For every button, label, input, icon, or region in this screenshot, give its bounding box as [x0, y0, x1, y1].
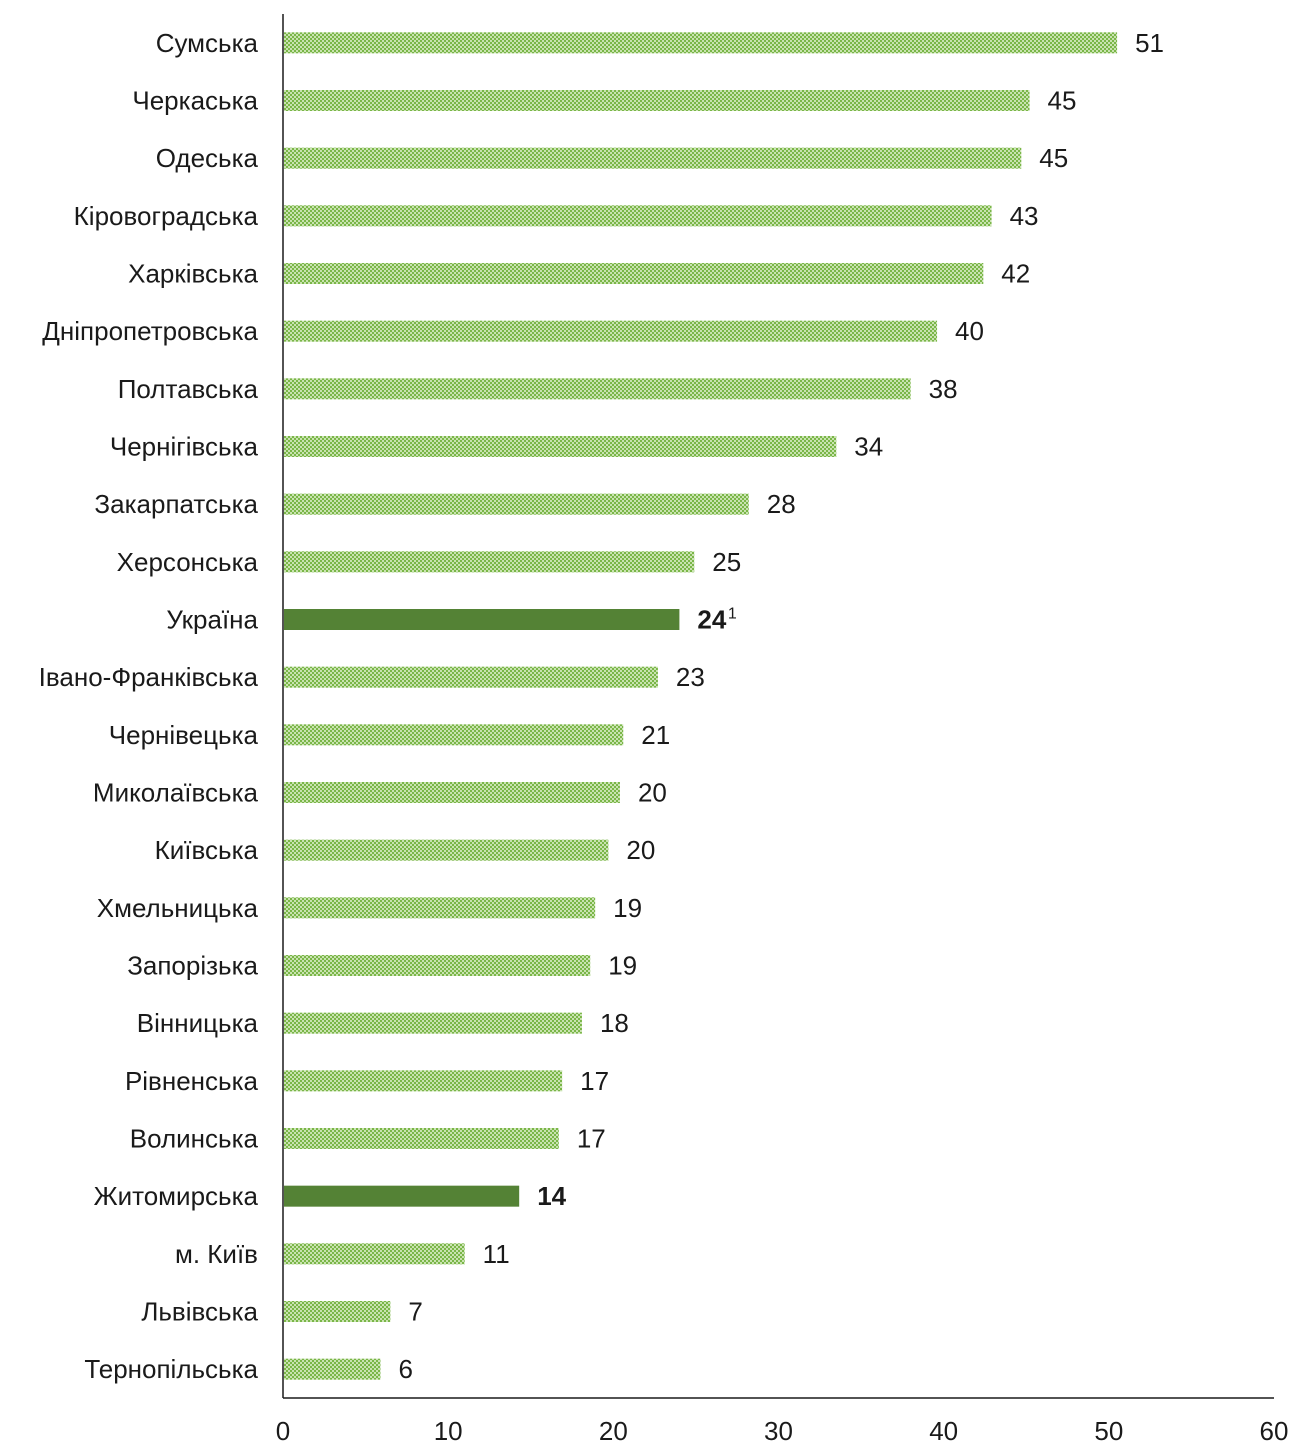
value-label: 7 [408, 1297, 422, 1327]
category-label: Вінницька [137, 1008, 259, 1038]
category-label: Тернопільська [84, 1354, 258, 1384]
category-label: Миколаївська [93, 778, 259, 808]
bar [284, 90, 1030, 111]
bar [284, 609, 680, 630]
value-label: 25 [712, 547, 741, 577]
bar [284, 263, 984, 284]
category-label: Херсонська [117, 547, 259, 577]
bar [284, 724, 624, 746]
value-label: 34 [854, 432, 883, 462]
bar [284, 1070, 563, 1092]
value-label: 19 [613, 893, 642, 923]
category-label: Івано-Франківська [39, 662, 259, 692]
value-label: 38 [929, 374, 958, 404]
bar [284, 1301, 391, 1322]
bar [284, 666, 658, 688]
value-label: 19 [608, 951, 637, 981]
bar [284, 955, 591, 976]
bar [284, 1012, 582, 1034]
value-label: 51 [1135, 28, 1164, 58]
category-label: Київська [155, 835, 259, 865]
category-label: Рівненська [125, 1066, 259, 1096]
value-label: 28 [767, 489, 796, 519]
category-label: Закарпатська [94, 489, 258, 519]
category-label: Львівська [141, 1297, 258, 1327]
value-label: 14 [537, 1181, 566, 1211]
value-label: 20 [638, 778, 667, 808]
category-label: Чернігівська [110, 432, 259, 462]
bar [284, 782, 620, 803]
bar [284, 320, 938, 342]
bar [284, 378, 911, 400]
category-label: м. Київ [175, 1239, 258, 1269]
bar [284, 493, 749, 515]
bar [284, 1243, 465, 1265]
x-tick-label: 60 [1260, 1416, 1289, 1446]
value-label: 24 [697, 605, 726, 635]
bar [284, 32, 1118, 54]
bar [284, 897, 596, 919]
value-label: 6 [398, 1354, 412, 1384]
value-label: 43 [1010, 201, 1039, 231]
bar [284, 1358, 381, 1380]
value-label: 45 [1039, 143, 1068, 173]
bar [284, 1128, 559, 1149]
x-tick-label: 10 [434, 1416, 463, 1446]
value-label: 11 [483, 1239, 510, 1269]
category-label: Волинська [130, 1124, 259, 1154]
category-label: Харківська [128, 259, 258, 289]
category-label: Сумська [156, 28, 259, 58]
value-label: 21 [641, 720, 670, 750]
bar [284, 1185, 520, 1207]
category-label: Полтавська [118, 374, 259, 404]
category-label: Хмельницька [97, 893, 259, 923]
x-tick-label: 0 [276, 1416, 290, 1446]
category-label: Кіровоградська [74, 201, 259, 231]
category-label: Черкаська [132, 86, 258, 116]
value-label: 20 [626, 835, 655, 865]
category-label: Дніпропетровська [42, 316, 258, 346]
bar [284, 839, 609, 861]
value-label: 17 [580, 1066, 609, 1096]
bar [284, 147, 1022, 169]
value-label: 45 [1048, 86, 1077, 116]
footnote-marker: 1 [728, 606, 737, 623]
x-tick-label: 30 [764, 1416, 793, 1446]
bar [284, 205, 992, 227]
value-label: 23 [676, 662, 705, 692]
bar [284, 436, 837, 457]
value-label: 42 [1001, 259, 1030, 289]
bar [284, 551, 695, 573]
value-label: 40 [955, 316, 984, 346]
category-label: Запорізька [127, 951, 258, 981]
category-label: Чернівецька [109, 720, 259, 750]
value-label: 18 [600, 1008, 629, 1038]
category-label: Україна [166, 605, 258, 635]
category-label: Одеська [156, 143, 259, 173]
x-tick-label: 20 [599, 1416, 628, 1446]
category-label: Житомирська [94, 1181, 259, 1211]
x-tick-label: 50 [1094, 1416, 1123, 1446]
value-label: 17 [577, 1124, 606, 1154]
x-tick-label: 40 [929, 1416, 958, 1446]
